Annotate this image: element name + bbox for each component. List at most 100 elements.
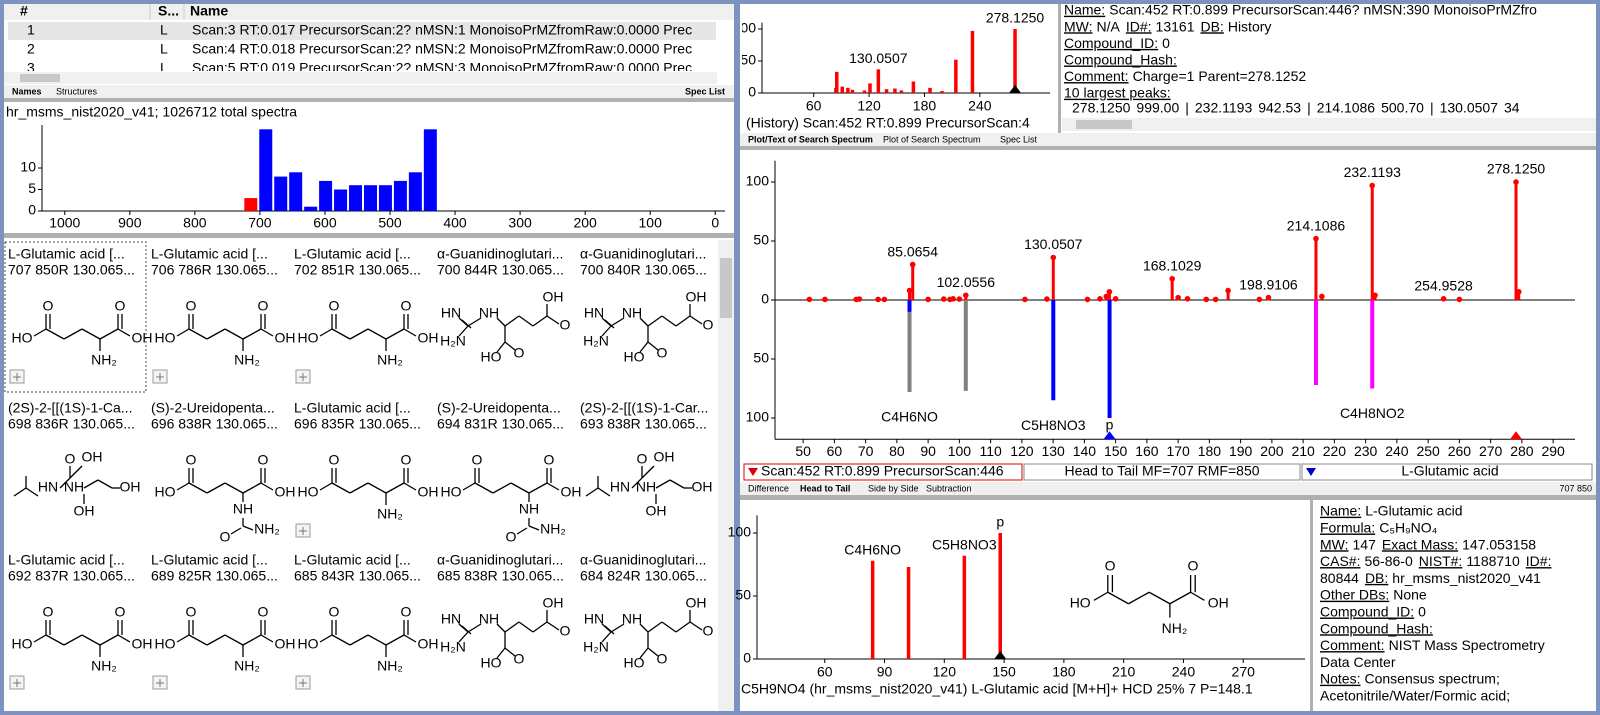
hit-scores[interactable]: 696 838R 130.065... xyxy=(151,416,278,432)
field-label[interactable]: 10 largest peaks: xyxy=(1064,85,1171,101)
prev-icon[interactable] xyxy=(748,468,758,476)
x-tick-label: 160 xyxy=(1135,443,1159,459)
hit-scores[interactable]: 685 838R 130.065... xyxy=(437,568,564,584)
field-label[interactable]: Compound_ID: xyxy=(1320,604,1414,620)
hit-scores[interactable]: 685 843R 130.065... xyxy=(294,568,421,584)
field-label[interactable]: Comment: xyxy=(1320,637,1385,653)
atom-label: O xyxy=(401,298,412,314)
hit-name[interactable]: (S)-2-Ureidopenta... xyxy=(151,400,275,416)
hit-scores[interactable]: 689 825R 130.065... xyxy=(151,568,278,584)
field-label[interactable]: MW: xyxy=(1064,18,1093,34)
x-tick-label: 90 xyxy=(877,664,893,680)
field-label[interactable]: CAS#: xyxy=(1320,553,1360,569)
atom-label: OH xyxy=(543,595,564,611)
field-label[interactable]: MW: xyxy=(1320,536,1349,552)
hit-name[interactable]: α-Guanidinoglutari... xyxy=(580,246,706,262)
hit-name[interactable]: (S)-2-Ureidopenta... xyxy=(437,400,561,416)
hit-scores[interactable]: 694 831R 130.065... xyxy=(437,416,564,432)
tab[interactable]: Plot of Search Spectrum xyxy=(883,134,981,144)
splitter[interactable] xyxy=(4,98,734,102)
bond xyxy=(661,315,677,327)
tab[interactable]: Names xyxy=(12,86,42,96)
bar xyxy=(304,206,318,211)
hit-scores[interactable]: 706 786R 130.065... xyxy=(151,262,278,278)
scroll-thumb[interactable] xyxy=(1076,120,1132,129)
bond xyxy=(639,341,649,353)
splitter[interactable] xyxy=(1058,4,1061,134)
field-label[interactable]: Name: xyxy=(1064,2,1105,18)
tab[interactable]: Head to Tail xyxy=(800,483,850,493)
field-label[interactable]: Notes: xyxy=(1320,671,1360,687)
hit-name[interactable]: L-Glutamic acid [... xyxy=(151,552,268,568)
hit-name[interactable]: (2S)-2-[[(1S)-1-Ca... xyxy=(8,400,132,416)
bond xyxy=(546,621,560,631)
hit-scores[interactable]: 702 851R 130.065... xyxy=(294,262,421,278)
hit-name[interactable]: α-Guanidinoglutari... xyxy=(580,552,706,568)
tab[interactable]: Difference xyxy=(748,483,789,493)
hit-scores[interactable]: 696 835R 130.065... xyxy=(294,416,421,432)
scroll-thumb[interactable] xyxy=(720,258,732,318)
field-label[interactable]: Exact Mass: xyxy=(1382,536,1458,552)
splitter[interactable] xyxy=(740,495,1596,500)
peak-dot xyxy=(1097,296,1103,302)
library-box[interactable] xyxy=(1301,463,1593,481)
field-label[interactable]: ID#: xyxy=(1526,553,1552,569)
hit-name[interactable]: L-Glutamic acid [... xyxy=(294,552,411,568)
hit-scores[interactable]: 684 824R 130.065... xyxy=(580,568,707,584)
hit-name[interactable]: L-Glutamic acid [... xyxy=(151,246,268,262)
field-label[interactable]: NIST#: xyxy=(1419,553,1463,569)
field-label[interactable]: Compound_Hash: xyxy=(1320,620,1433,636)
v-scrollbar[interactable] xyxy=(718,240,734,711)
tab[interactable]: Spec List xyxy=(1000,134,1038,144)
field-label[interactable]: DB: xyxy=(1365,570,1388,586)
hit-scores[interactable]: 700 840R 130.065... xyxy=(580,262,707,278)
column-header[interactable]: Name xyxy=(190,3,228,19)
scroll-thumb[interactable] xyxy=(20,74,60,82)
tab[interactable]: Plot/Text of Search Spectrum xyxy=(748,134,873,144)
splitter[interactable] xyxy=(740,146,1596,150)
next-icon[interactable] xyxy=(1306,468,1316,476)
library-label[interactable]: L-Glutamic acid xyxy=(1401,463,1498,479)
peak-dot xyxy=(1203,296,1210,303)
tab[interactable]: Structures xyxy=(56,86,98,96)
hit-name[interactable]: α-Guanidinoglutari... xyxy=(437,552,563,568)
hit-scores[interactable]: 693 838R 130.065... xyxy=(580,416,707,432)
splitter[interactable] xyxy=(1310,500,1313,711)
hit-name[interactable]: (2S)-2-[[(1S)-1-Car... xyxy=(580,400,708,416)
field-label[interactable]: Compound_Hash: xyxy=(1064,52,1177,68)
field-label[interactable]: Compound_ID: xyxy=(1064,35,1158,51)
bond xyxy=(117,328,131,337)
hit-name[interactable]: L-Glutamic acid [... xyxy=(294,246,411,262)
hit-scores[interactable]: 707 850R 130.065... xyxy=(8,262,135,278)
field-label[interactable]: DB: xyxy=(1200,18,1223,34)
column-header[interactable]: # xyxy=(20,3,28,19)
field-label[interactable]: Comment: xyxy=(1064,68,1129,84)
splitter[interactable] xyxy=(4,233,734,238)
tab[interactable]: Side by Side xyxy=(868,483,919,493)
tab[interactable]: Spec List xyxy=(685,86,725,96)
hit-scores[interactable]: 692 837R 130.065... xyxy=(8,568,135,584)
field-label[interactable]: Other DBs: xyxy=(1320,587,1389,603)
atom-label: NH₂ xyxy=(377,658,403,674)
field-label[interactable]: Name: xyxy=(1320,503,1361,519)
hit-name[interactable]: L-Glutamic acid [... xyxy=(8,552,125,568)
hit-scores[interactable]: 698 836R 130.065... xyxy=(8,416,135,432)
search-box[interactable] xyxy=(743,463,1023,481)
hit-name[interactable]: L-Glutamic acid [... xyxy=(294,400,411,416)
tab[interactable]: Subtraction xyxy=(926,483,972,493)
x-tick-label: 110 xyxy=(979,443,1002,459)
peak-label: 130.0507 xyxy=(1024,236,1083,252)
column-header[interactable]: S... xyxy=(158,3,179,19)
search-label[interactable]: Scan:452 RT:0.899 PrecursorScan:446 xyxy=(761,463,1004,479)
field-value: 80844 xyxy=(1320,570,1359,586)
atom-label: NH xyxy=(64,479,84,495)
hit-name[interactable]: L-Glutamic acid [... xyxy=(8,246,125,262)
field-label[interactable]: Formula: xyxy=(1320,520,1375,536)
hit-name[interactable]: α-Guanidinoglutari... xyxy=(437,246,563,262)
h-scrollbar[interactable] xyxy=(4,72,717,84)
field-label[interactable]: ID#: xyxy=(1126,18,1152,34)
hit-scores[interactable]: 700 844R 130.065... xyxy=(437,262,564,278)
atom-label: HO xyxy=(298,636,319,652)
y-tick-label: 100 xyxy=(728,524,752,540)
h-scrollbar[interactable] xyxy=(1062,118,1596,131)
